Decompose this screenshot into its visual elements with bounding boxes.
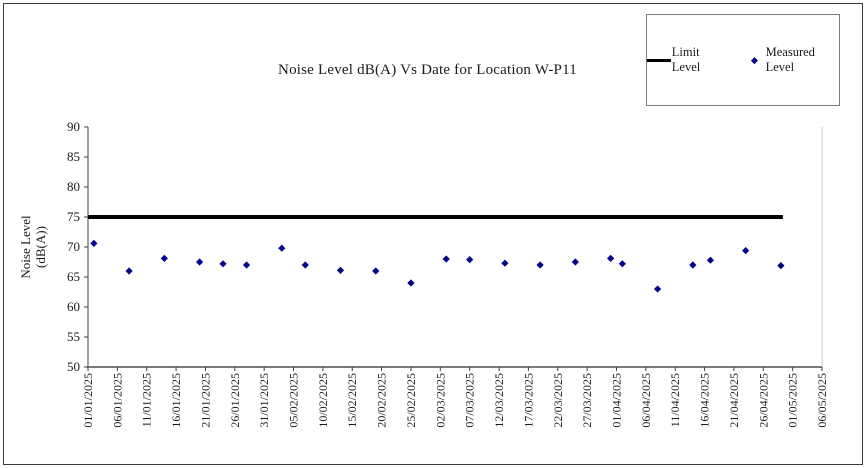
x-tick-label: 20/02/2025 (375, 373, 389, 428)
x-tick-label: 26/01/2025 (228, 373, 242, 428)
x-tick-label: 15/02/2025 (345, 373, 359, 428)
x-tick-label: 06/04/2025 (639, 373, 653, 428)
x-tick-label: 05/02/2025 (287, 373, 301, 428)
x-tick-label: 11/04/2025 (668, 373, 682, 427)
y-tick-label: 90 (67, 119, 80, 134)
y-axis-title: Noise Level(dB(A)) (18, 215, 48, 279)
x-tick-label: 11/01/2025 (140, 373, 154, 427)
limit-line-icon (647, 58, 671, 62)
measured-point (90, 239, 98, 247)
x-tick-label: 27/03/2025 (580, 373, 594, 428)
y-tick-label: 75 (67, 209, 80, 224)
y-tick-label: 50 (67, 359, 80, 374)
measured-point (777, 262, 785, 270)
y-tick-label: 85 (67, 149, 80, 164)
legend: Limit Level Measured Level (646, 14, 840, 106)
legend-item-limit-level: Limit Level (647, 45, 726, 75)
measured-point (219, 260, 227, 268)
x-tick-label: 16/01/2025 (169, 373, 183, 428)
x-tick-label: 06/05/2025 (815, 373, 829, 428)
x-tick-label: 21/04/2025 (727, 373, 741, 428)
legend-label-limit-level: Limit Level (671, 45, 701, 74)
x-tick-label: 25/02/2025 (404, 373, 418, 428)
x-tick-label: 31/01/2025 (257, 373, 271, 428)
measured-point (278, 244, 286, 252)
diamond-marker-icon (750, 56, 758, 64)
measured-point (618, 260, 626, 268)
measured-point (372, 267, 380, 275)
legend-label-measured-level: Measured Level (765, 45, 815, 74)
x-tick-label: 07/03/2025 (463, 373, 477, 428)
measured-point (742, 247, 750, 255)
measured-point (571, 258, 579, 266)
x-tick-label: 26/04/2025 (756, 373, 770, 428)
measured-point (242, 261, 251, 269)
x-tick-label: 22/03/2025 (551, 373, 565, 428)
measured-point (706, 256, 715, 264)
measured-point (301, 261, 309, 269)
y-tick-label: 70 (67, 239, 80, 254)
measured-point (125, 267, 133, 275)
measured-point (689, 261, 697, 269)
measured-point (466, 256, 474, 264)
x-tick-label: 06/01/2025 (110, 373, 124, 428)
y-tick-label: 80 (67, 179, 80, 194)
x-tick-label: 17/03/2025 (521, 373, 535, 428)
x-tick-label: 01/01/2025 (81, 373, 95, 428)
y-tick-label: 60 (67, 299, 80, 314)
measured-point (653, 285, 662, 293)
measured-point (607, 254, 615, 262)
x-tick-label: 01/05/2025 (786, 373, 800, 428)
x-tick-label: 10/02/2025 (316, 373, 330, 428)
measured-point (442, 255, 450, 263)
x-tick-label: 21/01/2025 (198, 373, 212, 428)
measured-point (336, 266, 345, 274)
measured-point (195, 258, 204, 266)
x-tick-label: 16/04/2025 (698, 373, 712, 428)
x-tick-label: 01/04/2025 (609, 373, 623, 428)
measured-point (407, 279, 415, 287)
legend-item-measured-level: Measured Level (750, 45, 839, 75)
y-tick-label: 65 (67, 269, 80, 284)
measured-point (501, 259, 509, 267)
measured-point (160, 254, 168, 262)
measured-point (536, 261, 544, 269)
y-tick-label: 55 (67, 329, 80, 344)
chart-title: Noise Level dB(A) Vs Date for Location W… (278, 62, 577, 78)
x-tick-label: 02/03/2025 (433, 373, 447, 428)
x-tick-label: 12/03/2025 (492, 373, 506, 428)
